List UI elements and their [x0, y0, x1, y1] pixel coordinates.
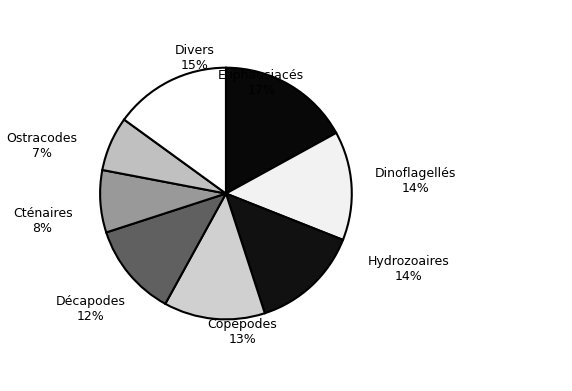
Wedge shape	[102, 120, 226, 194]
Text: Divers
15%: Divers 15%	[174, 44, 214, 72]
Wedge shape	[165, 194, 265, 319]
Text: Copépodes
13%: Copépodes 13%	[208, 318, 277, 346]
Wedge shape	[226, 133, 352, 240]
Text: Dinoflagellés
14%: Dinoflagellés 14%	[375, 167, 456, 195]
Text: Cténaires
8%: Cténaires 8%	[13, 207, 73, 235]
Wedge shape	[226, 68, 336, 194]
Text: Euphausiacés
17%: Euphausiacés 17%	[218, 69, 304, 97]
Wedge shape	[124, 68, 226, 194]
Text: Décapodes
12%: Décapodes 12%	[55, 295, 125, 323]
Text: Hydrozoaires
14%: Hydrozoaires 14%	[368, 255, 450, 283]
Text: Ostracodes
7%: Ostracodes 7%	[6, 132, 77, 160]
Wedge shape	[226, 194, 343, 313]
Wedge shape	[100, 170, 226, 232]
Wedge shape	[106, 194, 226, 304]
